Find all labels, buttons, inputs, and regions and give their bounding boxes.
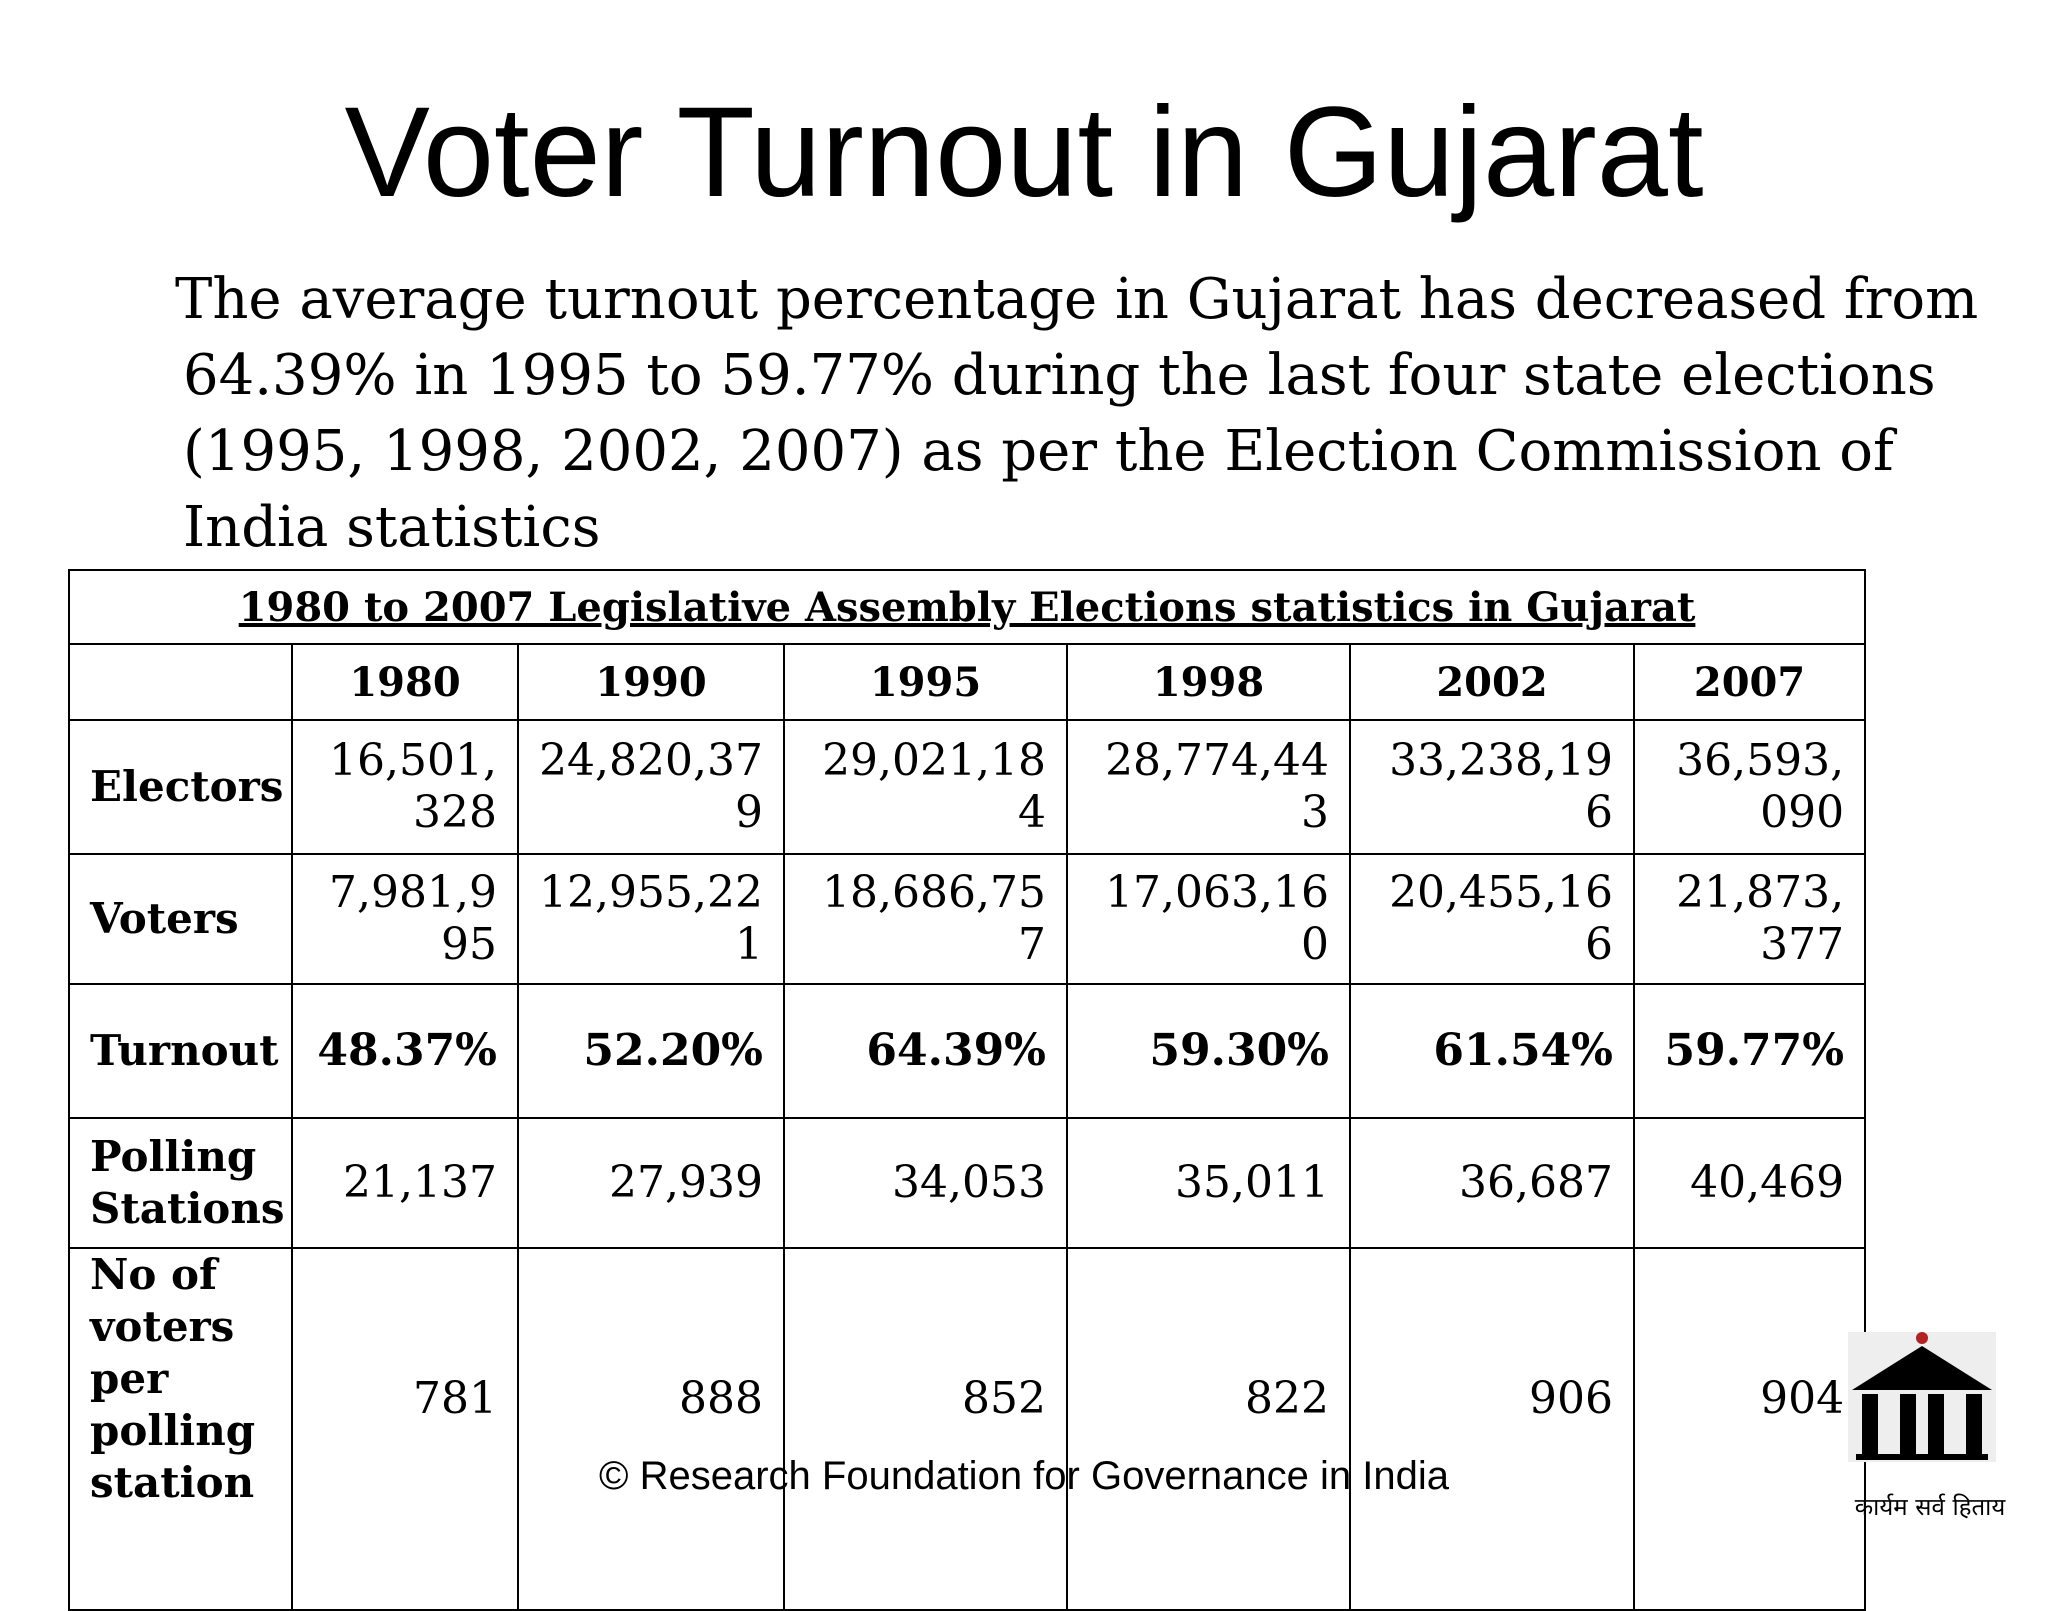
- year-header: 1998: [1066, 643, 1351, 721]
- logo-motto: कार्यम सर्व हिताय: [1854, 1493, 2006, 1521]
- row-label: Turnout: [68, 983, 293, 1119]
- table-row-electors: Electors 16,501,328 24,820,379 29,021,18…: [68, 719, 1867, 855]
- year-header: 2002: [1349, 643, 1635, 721]
- table-row-voters-per-station: No of voters per polling station 781 888…: [68, 1247, 1867, 1611]
- header-empty-cell: [68, 643, 293, 721]
- table-cell: 59.77%: [1632, 983, 1867, 1119]
- table-caption: 1980 to 2007 Legislative Assembly Electi…: [67, 569, 1867, 645]
- row-label: Voters: [68, 853, 293, 985]
- table-cell: 33,238,196: [1349, 719, 1635, 855]
- year-header: 2007: [1632, 643, 1867, 721]
- table-cell: 61.54%: [1349, 983, 1635, 1119]
- table-cell: 28,774,443: [1066, 719, 1351, 855]
- table-cell: 16,501,328: [291, 719, 519, 855]
- table-row-polling-stations: Polling Stations 21,137 27,939 34,053 35…: [68, 1117, 1867, 1249]
- summary-line: The average turnout percentage in Gujara…: [175, 267, 1979, 332]
- table-cell: 35,011: [1066, 1117, 1351, 1249]
- table-cell: 904: [1632, 1247, 1867, 1611]
- table-cell: 59.30%: [1066, 983, 1351, 1119]
- table-cell: 64.39%: [783, 983, 1068, 1119]
- table-cell: 7,981,995: [291, 853, 519, 985]
- table-cell: 17,063,160: [1066, 853, 1351, 985]
- table-cell: 888: [517, 1247, 785, 1611]
- table-cell: 36,687: [1349, 1117, 1635, 1249]
- table-cell: 20,455,166: [1349, 853, 1635, 985]
- year-header: 1980: [291, 643, 519, 721]
- summary-paragraph: The average turnout percentage in Gujara…: [175, 262, 1979, 566]
- table-cell: 18,686,757: [783, 853, 1068, 985]
- copyright-footer: © Research Foundation for Governance in …: [599, 1454, 1449, 1498]
- table-cell: 906: [1349, 1247, 1635, 1611]
- table-cell: 27,939: [517, 1117, 785, 1249]
- table-cell: 24,820,379: [517, 719, 785, 855]
- table-cell: 48.37%: [291, 983, 519, 1119]
- table-cell: 12,955,221: [517, 853, 785, 985]
- table-cell: 29,021,184: [783, 719, 1068, 855]
- election-stats-table-container: 1980 to 2007 Legislative Assembly Electi…: [67, 569, 1867, 1611]
- row-label: Polling Stations: [68, 1117, 293, 1249]
- page-title: Voter Turnout in Gujarat: [344, 81, 1704, 224]
- table-row-turnout: Turnout 48.37% 52.20% 64.39% 59.30% 61.5…: [68, 983, 1867, 1119]
- table-cell: 40,469: [1632, 1117, 1867, 1249]
- year-header: 1995: [783, 643, 1068, 721]
- row-label: Electors: [68, 719, 293, 855]
- table-cell: 34,053: [783, 1117, 1068, 1249]
- table-cell: 36,593,090: [1632, 719, 1867, 855]
- pillared-building-icon: [1848, 1332, 1996, 1462]
- table-cell: 21,137: [291, 1117, 519, 1249]
- table-row-voters: Voters 7,981,995 12,955,221 18,686,757 1…: [68, 853, 1867, 985]
- table-cell: 781: [291, 1247, 519, 1611]
- election-stats-table: 1980 to 2007 Legislative Assembly Electi…: [67, 569, 1867, 1611]
- summary-line: (1995, 1998, 2002, 2007) as per the Elec…: [183, 419, 1894, 484]
- table-cell: 21,873,377: [1632, 853, 1867, 985]
- summary-line: 64.39% in 1995 to 59.77% during the last…: [183, 343, 1936, 408]
- table-cell: 852: [783, 1247, 1068, 1611]
- year-header: 1990: [517, 643, 785, 721]
- table-cell: 52.20%: [517, 983, 785, 1119]
- summary-line: India statistics: [183, 495, 601, 560]
- table-header-row: 1980 1990 1995 1998 2002 2007: [68, 643, 1867, 721]
- table-cell: 822: [1066, 1247, 1351, 1611]
- row-label: No of voters per polling station: [68, 1247, 293, 1611]
